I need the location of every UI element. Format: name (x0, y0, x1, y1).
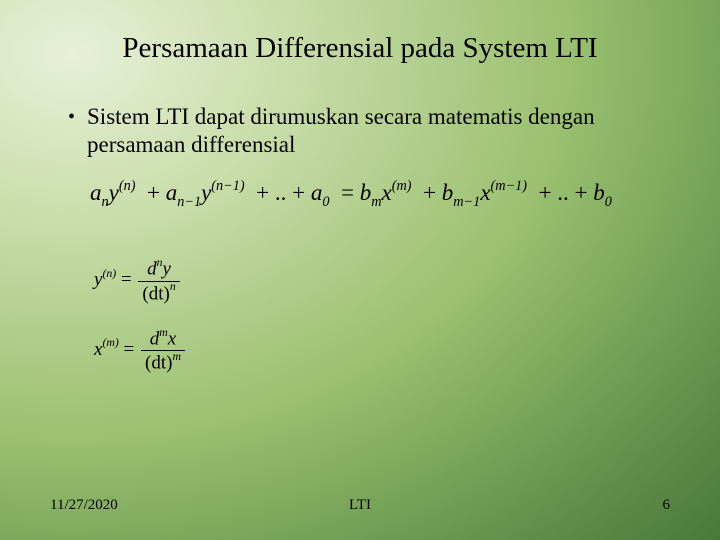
bullet-marker: • (68, 103, 75, 131)
slide-footer: 11/27/2020 LTI 6 (50, 497, 670, 514)
equation-main-math: any(n) + an−1y(n−1) + .. + a0 = bmx(m) +… (90, 180, 612, 205)
equation-main: any(n) + an−1y(n−1) + .. + a0 = bmx(m) +… (50, 179, 670, 210)
equation-def-x-math: x(m) = dmx(dt)m (94, 339, 187, 360)
equation-def-y: y(n) = dny(dt)n (50, 258, 670, 304)
slide-title: Persamaan Differensial pada System LTI (50, 32, 670, 65)
slide: Persamaan Differensial pada System LTI •… (0, 0, 720, 540)
equation-def-y-math: y(n) = dny(dt)n (94, 269, 182, 290)
equation-def-x: x(m) = dmx(dt)m (50, 328, 670, 374)
bullet-text: Sistem LTI dapat dirumuskan secara matem… (87, 103, 670, 159)
bullet-item: • Sistem LTI dapat dirumuskan secara mat… (50, 103, 670, 159)
footer-center: LTI (50, 497, 670, 514)
